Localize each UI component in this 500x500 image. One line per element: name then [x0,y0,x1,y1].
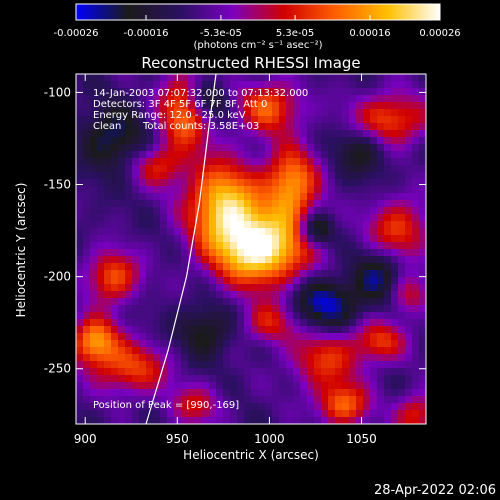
y-axis-label: Heliocentric Y (arcsec) [14,183,28,318]
colorbar-tick-label: 0.00026 [419,28,460,39]
colorbar-bar [75,3,441,21]
colorbar-tick-label: -0.00026 [54,28,99,39]
annotation-block: 14-Jan-2003 07:07:32.000 to 07:13:32.000… [93,88,308,411]
annotation-detectors: Detectors: 3F 4F 5F 6F 7F 8F, Att 0 [93,99,267,110]
colorbar-tick-label: -0.00016 [124,28,169,39]
annotation-counts: Total counts: 3.58E+03 [142,121,259,132]
plot-area: 900 950 1000 1050 -100 -150 -200 -250 [44,73,427,446]
x-axis-label: Heliocentric X (arcsec) [183,448,319,462]
x-axis-ticks: 900 950 1000 1050 [74,74,377,446]
y-tick-label: -250 [44,362,71,376]
annotation-clean: Clean [93,121,121,132]
annotation-time: 14-Jan-2003 07:07:32.000 to 07:13:32.000 [93,88,308,99]
solar-limb-line [145,74,217,424]
colorbar-unit-label: (photons cm⁻² s⁻¹ asec⁻²) [193,40,322,51]
annotation-peak: Position of Peak = [990,-169] [93,400,239,411]
colorbar-tick-label: 5.3e-05 [276,28,314,39]
plot-frame [75,73,427,425]
y-tick-label: -200 [44,270,71,284]
x-tick-label: 900 [74,432,97,446]
chart-title: Reconstructed RHESSI Image [141,54,360,72]
x-tick-label: 1050 [346,432,377,446]
x-tick-label: 950 [166,432,189,446]
colorbar-ticks: -0.00026 -0.00016 -5.3e-05 5.3e-05 0.00016 0.… [54,15,461,39]
annotation-energy: Energy Range: 12.0 - 25.0 keV [93,110,246,121]
y-axis-ticks: -100 -150 -200 -250 [44,85,426,376]
colorbar: -0.00026 -0.00016 -5.3e-05 5.3e-05 0.00016 0.… [54,3,461,51]
footer-timestamp: 28-Apr-2022 02:06 [374,483,496,498]
x-tick-label: 1000 [254,432,285,446]
y-tick-label: -100 [44,85,71,99]
heatmap-image [76,74,426,424]
colorbar-tick-label: 0.00016 [349,28,390,39]
colorbar-tick-label: -5.3e-05 [200,28,242,39]
y-tick-label: -150 [44,178,71,192]
